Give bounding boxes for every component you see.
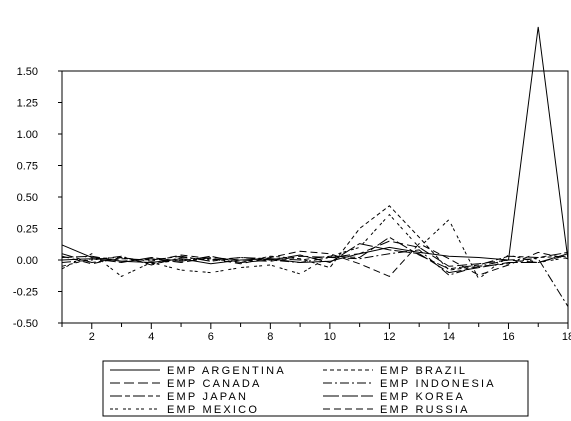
y-tick-label: 1.00 xyxy=(17,129,38,141)
y-tick-label: 0.00 xyxy=(17,255,38,267)
legend-label: EMP MEXICO xyxy=(167,404,259,416)
x-tick-label: 2 xyxy=(89,331,95,343)
series-line-emp-mexico xyxy=(61,213,569,280)
series-line-emp-canada xyxy=(61,240,569,267)
x-tick-label: 18 xyxy=(562,331,571,343)
y-tick-label: -0.25 xyxy=(13,287,38,299)
x-tick-label: 8 xyxy=(267,331,273,343)
x-tick-label: 14 xyxy=(443,331,455,343)
y-tick-label: -0.50 xyxy=(13,318,38,330)
legend-label: EMP INDONESIA xyxy=(380,378,496,390)
y-tick-label: 1.25 xyxy=(17,98,38,110)
series-lines xyxy=(61,26,569,307)
x-tick-label: 12 xyxy=(383,331,395,343)
series-line-emp-russia xyxy=(61,242,569,277)
y-tick-label: 0.50 xyxy=(17,192,38,204)
x-tick-label: 16 xyxy=(502,331,514,343)
plot-frame xyxy=(61,70,569,324)
legend-box xyxy=(102,360,529,417)
series-line-emp-japan xyxy=(61,236,569,270)
legend-label: EMP KOREA xyxy=(380,391,465,403)
legend-label: EMP CANADA xyxy=(167,378,262,390)
series-line-emp-korea xyxy=(61,243,569,274)
legend-label: EMP BRAZIL xyxy=(380,365,467,377)
legend: EMP ARGENTINA EMP BRAZIL EMP CANADA EMP IND… xyxy=(102,360,529,417)
x-tick-label: 6 xyxy=(208,331,214,343)
y-tick-label: 0.75 xyxy=(17,161,38,173)
series-line-emp-argentina xyxy=(61,26,569,265)
x-tick-label: 4 xyxy=(148,331,154,343)
x-tick-label: 10 xyxy=(324,331,336,343)
legend-label: EMP JAPAN xyxy=(167,391,248,403)
y-tick-label: 0.25 xyxy=(17,224,38,236)
series-line-emp-brazil xyxy=(61,205,569,271)
y-axis: -0.50 -0.25 0.00 0.25 0.50 0.75 1.00 1.25 1.50 xyxy=(13,66,62,330)
legend-label: EMP ARGENTINA xyxy=(167,365,286,377)
y-tick-label: 1.50 xyxy=(17,66,38,78)
legend-label: EMP RUSSIA xyxy=(380,404,470,416)
x-axis: 2 4 6 8 10 12 14 16 18 xyxy=(61,323,571,343)
series-line-emp-indonesia xyxy=(61,249,569,307)
